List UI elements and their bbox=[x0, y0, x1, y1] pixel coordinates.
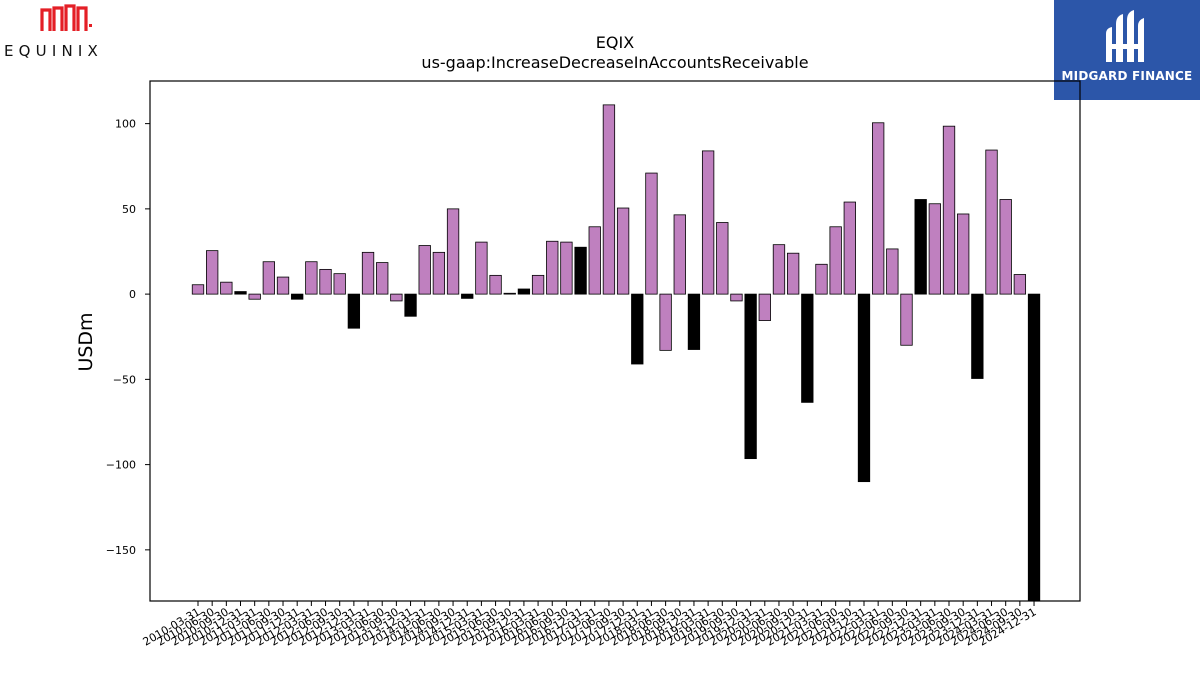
bar-2017-09-30 bbox=[616, 207, 630, 295]
y-tick-label: 50 bbox=[122, 203, 136, 216]
y-axis: 100 50 0 −50 −100 −150 bbox=[106, 118, 150, 557]
bar-2024-09-30 bbox=[1013, 274, 1027, 295]
bar-2011-03-31 bbox=[248, 293, 261, 300]
bar-2011-09-30 bbox=[276, 276, 290, 295]
equinix-mark-icon bbox=[40, 4, 92, 31]
bar-2013-12-31 bbox=[404, 293, 417, 317]
bar-2021-09-30 bbox=[843, 201, 856, 295]
bar-2022-06-30 bbox=[886, 248, 899, 295]
bar-2012-03-31 bbox=[305, 261, 318, 295]
bar-2015-06-30 bbox=[489, 274, 502, 295]
bar-2018-09-30 bbox=[673, 214, 686, 295]
equinix-logo: EQUINIX bbox=[0, 0, 130, 70]
bar-2013-06-30 bbox=[376, 262, 389, 295]
bar-2019-12-31 bbox=[744, 293, 757, 460]
bar-2024-06-30 bbox=[999, 199, 1012, 295]
bar-2010-09-30 bbox=[220, 281, 233, 295]
bar-2021-03-31 bbox=[815, 263, 828, 295]
bar-2023-12-31 bbox=[971, 293, 984, 379]
bar-2020-06-30 bbox=[772, 244, 786, 295]
plot-frame bbox=[149, 80, 1081, 602]
bar-2012-12-31 bbox=[347, 293, 361, 329]
bar-2016-09-30 bbox=[560, 241, 573, 295]
bar-2019-03-31 bbox=[701, 150, 715, 295]
bar-2014-06-30 bbox=[432, 251, 446, 295]
bar-2018-06-30 bbox=[659, 293, 672, 351]
y-tick-label: −50 bbox=[113, 373, 136, 386]
bar-2014-12-31 bbox=[461, 293, 474, 299]
bar-2023-06-30 bbox=[942, 125, 956, 295]
bar-2020-12-31 bbox=[801, 293, 814, 403]
chart-subtitle: us-gaap:IncreaseDecreaseInAccountsReceiv… bbox=[421, 53, 808, 72]
bar-2017-03-31 bbox=[588, 226, 601, 295]
bar-2018-03-31 bbox=[645, 172, 658, 295]
bar-2013-09-30 bbox=[390, 293, 403, 302]
bar-2012-09-30 bbox=[333, 273, 346, 295]
bar-2010-06-30 bbox=[206, 250, 219, 295]
bar-2019-09-30 bbox=[730, 293, 743, 302]
bar-2021-06-30 bbox=[829, 226, 842, 295]
y-tick-label: −150 bbox=[106, 544, 136, 557]
bar-2017-06-30 bbox=[602, 104, 616, 295]
bar-2015-12-31 bbox=[517, 288, 531, 295]
bar-2014-03-31 bbox=[418, 245, 431, 295]
y-tick-label: 100 bbox=[115, 118, 136, 131]
bar-2020-09-30 bbox=[786, 252, 800, 295]
bar-2015-09-30 bbox=[503, 292, 516, 295]
bar-2016-06-30 bbox=[546, 240, 559, 295]
midgard-wordmark: MIDGARD FINANCE bbox=[1061, 69, 1193, 83]
bar-2023-09-30 bbox=[957, 213, 970, 295]
bar-2024-12-31 bbox=[1027, 293, 1041, 602]
bar-2012-06-30 bbox=[319, 268, 332, 295]
bar-2014-09-30 bbox=[446, 208, 460, 295]
bar-2023-03-31 bbox=[928, 203, 941, 295]
bar-2015-03-31 bbox=[475, 241, 488, 295]
bar-2016-03-31 bbox=[531, 274, 545, 295]
y-axis-label: USDm bbox=[75, 312, 97, 371]
bar-2011-12-31 bbox=[291, 293, 304, 300]
chart-title: EQIX bbox=[596, 33, 634, 52]
equinix-wordmark: EQUINIX bbox=[4, 42, 104, 60]
bar-2016-12-31 bbox=[574, 246, 587, 295]
bar-2022-09-30 bbox=[900, 293, 913, 346]
bar-2018-12-31 bbox=[687, 293, 701, 350]
bar-2022-12-31 bbox=[914, 199, 927, 295]
bar-2020-03-31 bbox=[758, 293, 771, 321]
bar-2010-03-31 bbox=[191, 284, 205, 295]
bar-2013-03-31 bbox=[361, 251, 375, 295]
y-tick-label: −100 bbox=[106, 459, 136, 472]
bar-2017-12-31 bbox=[631, 293, 644, 365]
bar-2010-12-31 bbox=[234, 291, 247, 295]
bar-2022-03-31 bbox=[872, 122, 885, 295]
midgard-mark-icon bbox=[1106, 10, 1144, 62]
midgard-logo: MIDGARD FINANCE bbox=[1054, 0, 1200, 100]
bar-2021-12-31 bbox=[857, 293, 871, 483]
y-tick-label: 0 bbox=[129, 288, 136, 301]
bar-2024-03-31 bbox=[985, 149, 998, 295]
bar-2011-06-30 bbox=[262, 261, 276, 295]
x-axis: 2010-03-312010-06-302010-09-302010-12-31… bbox=[141, 601, 1039, 649]
bars-group bbox=[191, 104, 1041, 602]
bar-2019-06-30 bbox=[716, 222, 729, 295]
